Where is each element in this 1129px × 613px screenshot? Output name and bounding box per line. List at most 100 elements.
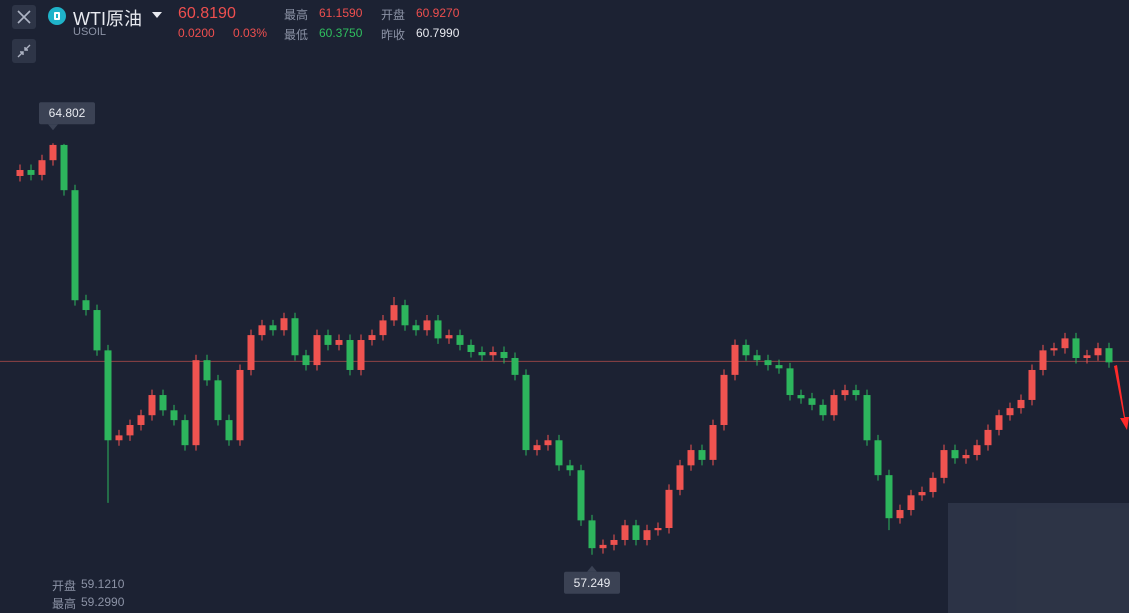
selection-shade	[948, 503, 1129, 613]
candle-body	[181, 420, 189, 446]
candle-body	[1083, 355, 1091, 358]
crosshair-label: 开盘	[52, 579, 77, 593]
price: 60.8190	[178, 5, 236, 22]
candle-body	[940, 450, 948, 478]
candle-body	[511, 357, 519, 375]
candle-body	[126, 425, 134, 436]
candle-body	[324, 335, 332, 345]
candle-body	[775, 365, 783, 369]
dropdown-icon[interactable]	[151, 11, 163, 19]
collapse-button[interactable]	[12, 39, 36, 63]
candle-body	[984, 429, 992, 446]
candle-body	[478, 351, 486, 356]
candle-body	[753, 355, 761, 361]
candle-body	[698, 450, 706, 460]
change: 0.0200	[178, 26, 215, 40]
stat-value: 60.9270	[416, 6, 460, 20]
candle-body	[907, 495, 915, 511]
arrow	[1114, 365, 1129, 430]
candle-body	[16, 170, 24, 176]
stat-value: 61.1590	[319, 6, 363, 20]
candle-body	[115, 435, 123, 441]
crosshair-value: 59.1210	[81, 577, 125, 591]
stat-value: 60.3750	[319, 26, 363, 40]
close-button[interactable]	[12, 5, 36, 29]
candle-body	[423, 320, 431, 331]
candle-body	[709, 425, 717, 460]
crosshair-label: 最高	[52, 597, 77, 611]
candle-body	[841, 390, 849, 396]
candle-body	[610, 539, 618, 545]
candle-body	[225, 420, 233, 441]
candle-body	[456, 335, 464, 345]
candle-body	[159, 395, 167, 411]
candle-body	[1050, 348, 1058, 351]
candle-body	[665, 489, 673, 528]
candle-body	[577, 470, 585, 521]
candle-body	[962, 454, 970, 459]
candle-body	[863, 395, 871, 441]
candle-body	[170, 410, 178, 421]
candle-body	[720, 374, 728, 426]
price-label: 57.249	[574, 576, 611, 590]
price-label-pointer	[48, 124, 58, 131]
candle-body	[566, 465, 574, 471]
candle-body	[357, 340, 365, 370]
candle-body	[49, 144, 57, 161]
candle-body	[1094, 348, 1102, 356]
symbol-icon	[48, 7, 66, 25]
candle-body	[192, 360, 200, 446]
candle-body	[808, 398, 816, 405]
candle-body	[27, 170, 35, 175]
stat-label: 昨收	[381, 28, 406, 42]
candle-body	[599, 544, 607, 549]
stat-label: 最低	[284, 28, 309, 42]
candle-body	[786, 368, 794, 396]
candle-body	[1105, 348, 1113, 363]
candle-body	[544, 440, 552, 446]
candle-body	[247, 335, 255, 370]
candle-body	[951, 450, 959, 459]
candle-body	[522, 374, 530, 451]
candle-body	[918, 492, 926, 496]
candle-body	[379, 320, 387, 336]
candle-body	[555, 440, 563, 466]
crosshair-value: 59.2990	[81, 595, 125, 609]
candle-body	[412, 325, 420, 331]
candle-body	[148, 395, 156, 416]
candle-body	[346, 340, 354, 370]
candle-body	[973, 445, 981, 455]
price-label: 64.802	[49, 106, 86, 120]
candle-body	[291, 318, 299, 356]
candle-body	[214, 380, 222, 421]
stat-label: 开盘	[381, 8, 406, 22]
price-label-box	[39, 102, 95, 125]
candle-body	[819, 404, 827, 416]
candle-body	[687, 450, 695, 466]
collapse-icon	[17, 44, 31, 58]
candle-body	[1061, 338, 1069, 349]
candle-body	[60, 144, 68, 191]
symbol-name: WTI原油	[73, 9, 142, 29]
stat-label: 最高	[284, 8, 309, 22]
candle-body	[885, 475, 893, 519]
candle-body	[280, 318, 288, 331]
candle-body	[731, 344, 739, 375]
candle-body	[434, 320, 442, 339]
candle-body	[929, 477, 937, 493]
candle-body	[313, 335, 321, 366]
candle-body	[203, 360, 211, 381]
candle-body	[269, 325, 277, 331]
stat-value: 60.7990	[416, 26, 460, 40]
candle-body	[995, 415, 1003, 430]
candle-body	[137, 415, 145, 426]
candle-body	[533, 445, 541, 451]
candle-body	[104, 350, 112, 441]
candle-body	[764, 360, 772, 366]
candle-body	[401, 305, 409, 326]
candle-body	[1028, 369, 1036, 400]
price-label-pointer	[587, 565, 597, 572]
candle-body	[467, 344, 475, 352]
candle-body	[489, 351, 497, 356]
